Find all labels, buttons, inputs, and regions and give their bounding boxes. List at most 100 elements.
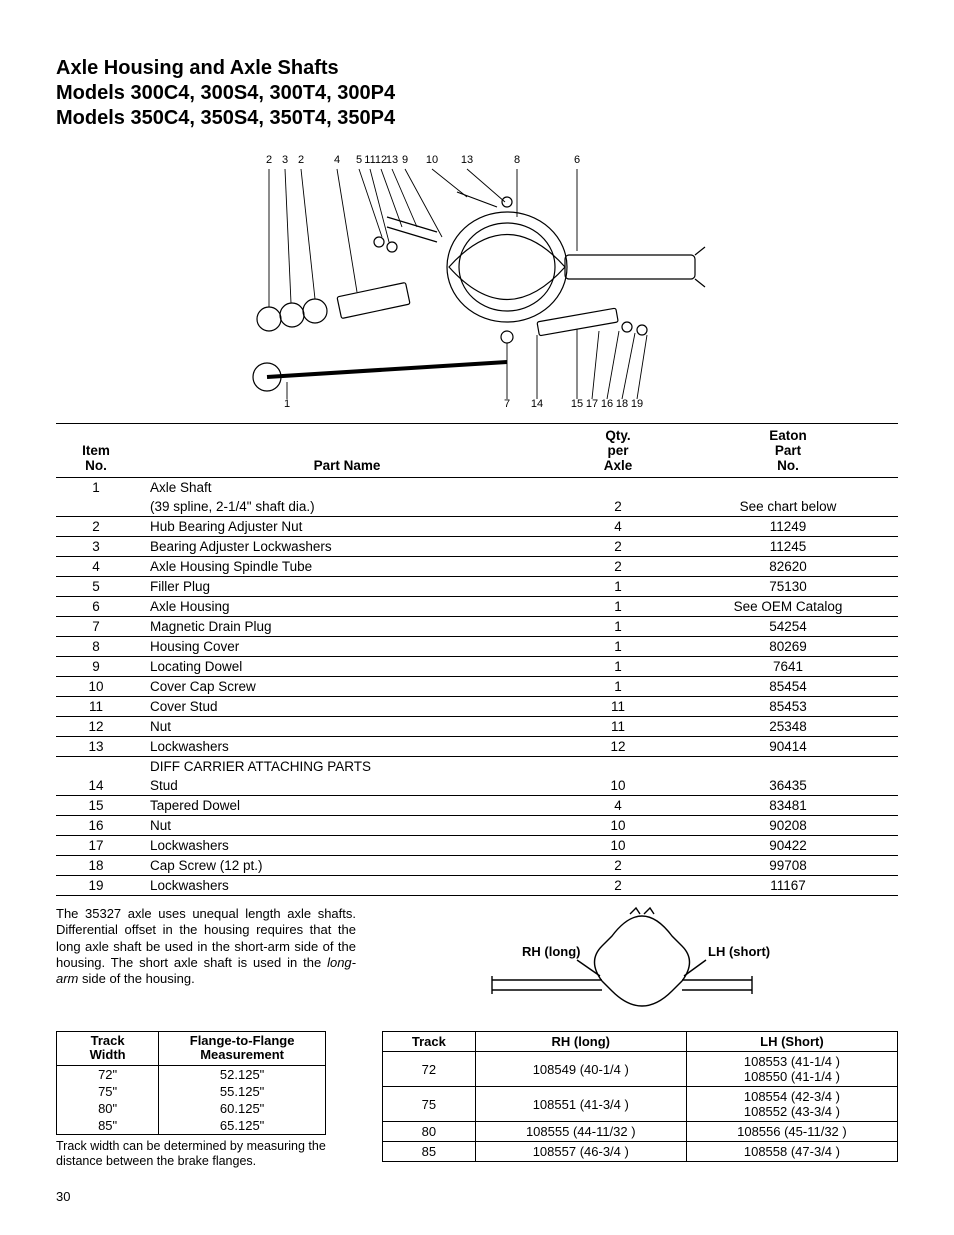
note-p1a: The 35327 axle uses unequal length axle … <box>56 906 356 970</box>
cell-part: See chart below <box>678 497 898 517</box>
cell-part: 11167 <box>678 876 898 896</box>
cell-item: 6 <box>56 597 136 617</box>
cell-part: 83481 <box>678 796 898 816</box>
cell-item: 5 <box>56 577 136 597</box>
hdr-qty-1: Qty. <box>605 428 630 443</box>
cell-qty: 2 <box>558 497 678 517</box>
callout: 3 <box>282 154 288 166</box>
cell-part: 25348 <box>678 717 898 737</box>
note-text: The 35327 axle uses unequal length axle … <box>56 906 356 1021</box>
table-row: 75"55.125" <box>57 1083 326 1100</box>
bottom-tables: Track Width Flange-to-Flange Measurement… <box>56 1031 898 1169</box>
cell-item: 12 <box>56 717 136 737</box>
cell-part <box>678 757 898 777</box>
cell-rh: 108555 (44-11/32 ) <box>475 1122 686 1142</box>
cell-qty: 10 <box>558 816 678 836</box>
lh-short-label: LH (short) <box>708 944 770 959</box>
table-row: 9Locating Dowel17641 <box>56 657 898 677</box>
cell-track-width: 80" <box>57 1100 159 1117</box>
cell-lh: 108558 (47-3/4 ) <box>686 1142 897 1162</box>
cell-part: 11249 <box>678 517 898 537</box>
cell-qty: 4 <box>558 517 678 537</box>
cell-track: 80 <box>383 1122 476 1142</box>
page-number: 30 <box>56 1189 898 1204</box>
cell-item: 7 <box>56 617 136 637</box>
cell-name: Axle Shaft <box>136 478 558 498</box>
table-row: 5Filler Plug175130 <box>56 577 898 597</box>
cell-name: Cover Cap Screw <box>136 677 558 697</box>
table-row: 85108557 (46-3/4 )108558 (47-3/4 ) <box>383 1142 898 1162</box>
cell-item: 3 <box>56 537 136 557</box>
callout: 13 <box>386 154 398 166</box>
table-row: 14Stud1036435 <box>56 776 898 796</box>
table-row: 6Axle Housing1See OEM Catalog <box>56 597 898 617</box>
cell-part: 80269 <box>678 637 898 657</box>
cell-item: 14 <box>56 776 136 796</box>
callout: 16 <box>601 398 613 407</box>
callout: 7 <box>504 398 510 407</box>
callout: 1 <box>284 398 290 407</box>
cell-lh: 108556 (45-11/32 ) <box>686 1122 897 1142</box>
cell-name: Axle Housing <box>136 597 558 617</box>
cell-qty: 10 <box>558 776 678 796</box>
cell-qty: 2 <box>558 557 678 577</box>
cell-qty: 1 <box>558 577 678 597</box>
table-row: 19Lockwashers211167 <box>56 876 898 896</box>
table-row: 4Axle Housing Spindle Tube282620 <box>56 557 898 577</box>
cell-part: 90208 <box>678 816 898 836</box>
table-row: 80108555 (44-11/32 )108556 (45-11/32 ) <box>383 1122 898 1142</box>
cell-track: 85 <box>383 1142 476 1162</box>
cell-qty: 1 <box>558 677 678 697</box>
cell-item: 19 <box>56 876 136 896</box>
cell-qty: 4 <box>558 796 678 816</box>
table-row: 85"65.125" <box>57 1117 326 1135</box>
table-row: 16Nut1090208 <box>56 816 898 836</box>
cell-item: 11 <box>56 697 136 717</box>
cell-part: 85454 <box>678 677 898 697</box>
rh-long-label: RH (long) <box>522 944 580 959</box>
cell-qty: 2 <box>558 856 678 876</box>
callout: 17 <box>586 398 598 407</box>
table-row: 15Tapered Dowel483481 <box>56 796 898 816</box>
cell-part: 90414 <box>678 737 898 757</box>
track-caption: Track width can be determined by measuri… <box>56 1139 356 1169</box>
cell-qty: 1 <box>558 657 678 677</box>
cell-name: Tapered Dowel <box>136 796 558 816</box>
table-row: (39 spline, 2-1/4" shaft dia.)2See chart… <box>56 497 898 517</box>
sh-h-lh: LH (Short) <box>686 1032 897 1052</box>
callout: 14 <box>531 398 543 407</box>
cell-name: Lockwashers <box>136 876 558 896</box>
callout: 2 <box>266 154 272 166</box>
callout: 4 <box>334 154 340 166</box>
cell-part: 36435 <box>678 776 898 796</box>
cell-name: Lockwashers <box>136 737 558 757</box>
cell-part: 75130 <box>678 577 898 597</box>
cell-rh: 108557 (46-3/4 ) <box>475 1142 686 1162</box>
note-row: The 35327 axle uses unequal length axle … <box>56 906 898 1021</box>
cell-name: Nut <box>136 717 558 737</box>
cell-qty: 11 <box>558 717 678 737</box>
table-row: 17Lockwashers1090422 <box>56 836 898 856</box>
cell-qty: 1 <box>558 637 678 657</box>
cell-item: 8 <box>56 637 136 657</box>
tw-h1: Track <box>91 1033 125 1048</box>
cell-part: See OEM Catalog <box>678 597 898 617</box>
ff-h1: Flange-to-Flange <box>190 1033 295 1048</box>
cell-track: 72 <box>383 1052 476 1087</box>
callout: 5 <box>356 154 362 166</box>
cell-name: Axle Housing Spindle Tube <box>136 557 558 577</box>
table-row: 2Hub Bearing Adjuster Nut411249 <box>56 517 898 537</box>
cell-item: 2 <box>56 517 136 537</box>
callout: 10 <box>426 154 438 166</box>
table-row: 80"60.125" <box>57 1100 326 1117</box>
cell-qty: 1 <box>558 617 678 637</box>
cell-name: Locating Dowel <box>136 657 558 677</box>
table-row: 72108549 (40-1/4 )108553 (41-1/4 )108550… <box>383 1052 898 1087</box>
cell-track-width: 85" <box>57 1117 159 1135</box>
callout: 19 <box>631 398 643 407</box>
callout: 15 <box>571 398 583 407</box>
cell-flange: 55.125" <box>159 1083 326 1100</box>
callout: 9 <box>402 154 408 166</box>
track-width-table: Track Width Flange-to-Flange Measurement… <box>56 1031 326 1135</box>
table-row: 10Cover Cap Screw185454 <box>56 677 898 697</box>
